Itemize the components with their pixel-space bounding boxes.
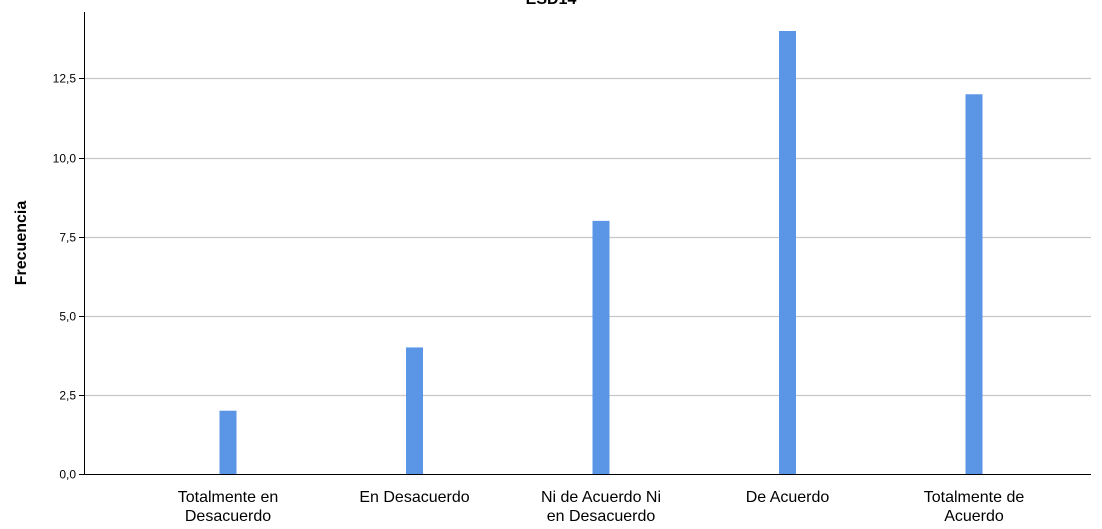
x-category-label: De Acuerdo — [746, 489, 830, 506]
y-tick-label: 0,0 — [59, 468, 76, 482]
gridlines — [84, 79, 1091, 396]
bar — [593, 221, 610, 474]
bar — [220, 411, 237, 474]
x-category-label: Ni de Acuerdo Ni — [541, 489, 661, 506]
x-category-labels: Totalmente en Desacuerdo En Desacuerdo Ni d… — [178, 489, 1025, 525]
x-category-label: Desacuerdo — [185, 508, 271, 525]
bar — [966, 94, 983, 474]
x-category-label: En Desacuerdo — [359, 489, 469, 506]
y-tick-label: 5,0 — [59, 310, 76, 324]
y-tick-label: 2,5 — [59, 389, 76, 403]
y-tick-label: 12,5 — [53, 72, 77, 86]
y-axis-title: Frecuencia — [13, 201, 30, 286]
x-category-label: Totalmente en — [178, 489, 279, 506]
chart-title: ESD14 — [526, 0, 577, 8]
bar — [406, 347, 423, 474]
y-tick-labels: 0,0 2,5 5,0 7,5 10,0 12,5 — [53, 72, 77, 482]
x-category-label: Acuerdo — [944, 508, 1004, 525]
y-tick-label: 10,0 — [53, 152, 77, 166]
x-category-label: Totalmente de — [924, 489, 1025, 506]
x-category-label: en Desacuerdo — [547, 508, 656, 525]
bar — [779, 31, 796, 474]
y-tick-label: 7,5 — [59, 231, 76, 245]
axes — [79, 12, 1091, 475]
bars — [220, 31, 983, 474]
